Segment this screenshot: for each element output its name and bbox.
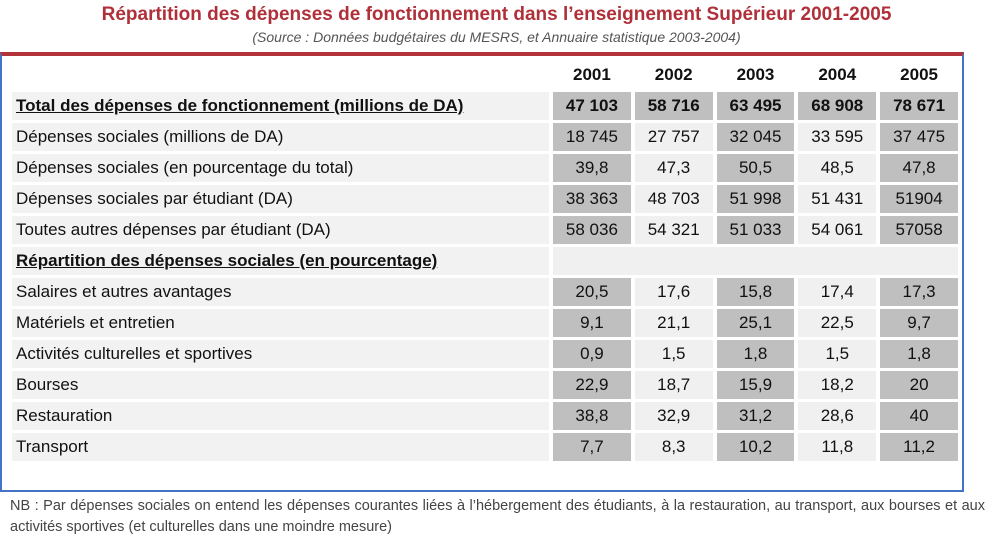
table-cell: 58 036 bbox=[553, 216, 631, 244]
table-cell: 7,7 bbox=[553, 433, 631, 461]
table-cell: 20,5 bbox=[553, 278, 631, 306]
table-cell: 38,8 bbox=[553, 402, 631, 430]
table-row: Total des dépenses de fonctionnement (mi… bbox=[12, 92, 958, 120]
table-frame: 2001 2002 2003 2004 2005 Total des dépen… bbox=[0, 52, 964, 492]
table-cell: 47,8 bbox=[880, 154, 958, 182]
table-cell: 17,4 bbox=[798, 278, 877, 306]
table-cell: 48 703 bbox=[634, 185, 713, 213]
table-cell: 18,7 bbox=[634, 371, 713, 399]
row-label: Total des dépenses de fonctionnement (mi… bbox=[16, 96, 464, 115]
table-cell: 28,6 bbox=[798, 402, 877, 430]
table-cell: 18,2 bbox=[798, 371, 877, 399]
table-cell: 63 495 bbox=[716, 92, 795, 120]
table-cell: 1,5 bbox=[634, 340, 713, 368]
table-row: Dépenses sociales (en pourcentage du tot… bbox=[12, 154, 958, 182]
table-cell: 57058 bbox=[880, 216, 958, 244]
year-header: 2004 bbox=[818, 65, 857, 84]
table-cell: 9,1 bbox=[553, 309, 631, 337]
table-cell: 21,1 bbox=[634, 309, 713, 337]
year-header: 2005 bbox=[900, 65, 938, 84]
table-cell: 51 998 bbox=[716, 185, 795, 213]
table-row: Transport 7,7 8,3 10,2 11,8 11,2 bbox=[12, 433, 958, 461]
header-row: 2001 2002 2003 2004 2005 bbox=[12, 61, 958, 89]
year-header: 2002 bbox=[654, 65, 693, 84]
header-corner bbox=[12, 61, 549, 89]
row-label: Salaires et autres avantages bbox=[12, 278, 550, 306]
table-row: Dépenses sociales par étudiant (DA) 38 3… bbox=[12, 185, 958, 213]
table-row: Activités culturelles et sportives 0,9 1… bbox=[12, 340, 958, 368]
table-cell: 1,8 bbox=[880, 340, 958, 368]
table-cell: 37 475 bbox=[880, 123, 958, 151]
year-header: 2003 bbox=[736, 65, 775, 84]
table-cell: 9,7 bbox=[880, 309, 958, 337]
row-label: Restauration bbox=[12, 402, 550, 430]
table-cell: 8,3 bbox=[634, 433, 713, 461]
table-cell: 31,2 bbox=[716, 402, 795, 430]
table-cell: 50,5 bbox=[716, 154, 795, 182]
table-cell: 51 033 bbox=[716, 216, 795, 244]
table-cell: 54 321 bbox=[634, 216, 713, 244]
page-title: Répartition des dépenses de fonctionneme… bbox=[101, 4, 892, 25]
table-row: Matériels et entretien 9,1 21,1 25,1 22,… bbox=[12, 309, 958, 337]
table-row: Restauration 38,8 32,9 31,2 28,6 40 bbox=[12, 402, 958, 430]
table-cell: 15,9 bbox=[716, 371, 795, 399]
row-label: Dépenses sociales (millions de DA) bbox=[12, 123, 550, 151]
table-cell: 47 103 bbox=[553, 92, 631, 120]
row-label: Dépenses sociales par étudiant (DA) bbox=[12, 185, 550, 213]
table-cell: 25,1 bbox=[716, 309, 795, 337]
table-cell: 58 716 bbox=[634, 92, 713, 120]
table-cell: 39,8 bbox=[553, 154, 631, 182]
section-title: Répartition des dépenses sociales (en po… bbox=[16, 251, 438, 270]
source-note: (Source : Données budgétaires du MESRS, … bbox=[252, 29, 741, 45]
table-cell: 54 061 bbox=[798, 216, 877, 244]
table-cell: 32 045 bbox=[716, 123, 795, 151]
table-cell: 22,9 bbox=[553, 371, 631, 399]
section-row: Répartition des dépenses sociales (en po… bbox=[12, 247, 958, 275]
table-cell: 33 595 bbox=[798, 123, 877, 151]
row-label: Dépenses sociales (en pourcentage du tot… bbox=[12, 154, 550, 182]
year-header: 2001 bbox=[573, 65, 611, 84]
table-row: Bourses 22,9 18,7 15,9 18,2 20 bbox=[12, 371, 958, 399]
table-cell: 11,2 bbox=[880, 433, 958, 461]
table-cell: 15,8 bbox=[716, 278, 795, 306]
table-cell: 20 bbox=[880, 371, 958, 399]
table-cell: 51904 bbox=[880, 185, 958, 213]
table-cell: 0,9 bbox=[553, 340, 631, 368]
table-cell: 68 908 bbox=[798, 92, 877, 120]
table-cell: 32,9 bbox=[634, 402, 713, 430]
row-label: Matériels et entretien bbox=[12, 309, 550, 337]
table-cell: 78 671 bbox=[880, 92, 958, 120]
table-cell: 10,2 bbox=[716, 433, 795, 461]
table-cell: 17,3 bbox=[880, 278, 958, 306]
row-label: Activités culturelles et sportives bbox=[12, 340, 550, 368]
table-row: Salaires et autres avantages 20,5 17,6 1… bbox=[12, 278, 958, 306]
row-label: Toutes autres dépenses par étudiant (DA) bbox=[12, 216, 550, 244]
table-row: Dépenses sociales (millions de DA) 18 74… bbox=[12, 123, 958, 151]
table-cell: 51 431 bbox=[798, 185, 877, 213]
table-cell: 17,6 bbox=[634, 278, 713, 306]
table-cell: 47,3 bbox=[634, 154, 713, 182]
row-label: Bourses bbox=[12, 371, 550, 399]
table-cell: 22,5 bbox=[798, 309, 877, 337]
table-cell: 48,5 bbox=[798, 154, 877, 182]
table-cell: 18 745 bbox=[553, 123, 631, 151]
table-cell: 40 bbox=[880, 402, 958, 430]
table-cell: 11,8 bbox=[798, 433, 877, 461]
footnote: NB : Par dépenses sociales on entend les… bbox=[10, 498, 985, 535]
table-row: Toutes autres dépenses par étudiant (DA)… bbox=[12, 216, 958, 244]
row-label: Transport bbox=[12, 433, 550, 461]
table-cell: 27 757 bbox=[634, 123, 713, 151]
table-cell: 38 363 bbox=[553, 185, 631, 213]
table-cell: 1,8 bbox=[716, 340, 795, 368]
table-cell: 1,5 bbox=[798, 340, 877, 368]
expenses-table: 2001 2002 2003 2004 2005 Total des dépen… bbox=[8, 58, 962, 464]
section-blank bbox=[553, 247, 958, 275]
